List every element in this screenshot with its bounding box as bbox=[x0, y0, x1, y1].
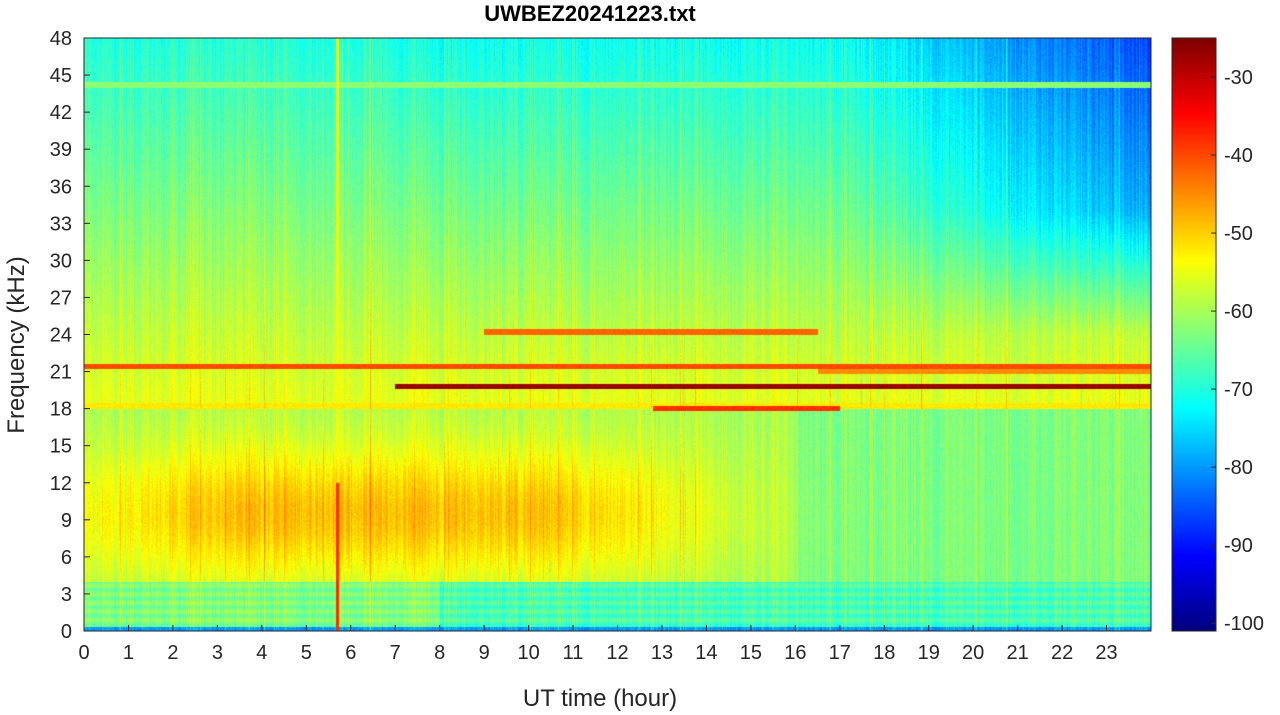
x-tick-label: 9 bbox=[479, 642, 490, 664]
x-tick-label: 23 bbox=[1095, 642, 1117, 664]
x-tick-label: 12 bbox=[606, 642, 628, 664]
colorbar-gradient bbox=[1172, 38, 1216, 631]
x-tick-label: 22 bbox=[1051, 642, 1073, 664]
x-tick-label: 11 bbox=[563, 642, 584, 664]
colorbar-tick-label: -40 bbox=[1224, 145, 1253, 167]
x-tick-label: 13 bbox=[651, 642, 673, 664]
x-tick-label: 0 bbox=[78, 642, 89, 664]
colorbar-tick-label: -100 bbox=[1224, 613, 1264, 635]
x-tick-label: 10 bbox=[517, 642, 539, 664]
x-tick-label: 15 bbox=[740, 642, 762, 664]
x-axis-label: UT time (hour) bbox=[523, 685, 677, 712]
y-tick-label: 42 bbox=[50, 102, 72, 124]
x-tick-label: 7 bbox=[390, 642, 401, 664]
x-tick-label: 3 bbox=[212, 642, 223, 664]
y-tick-label: 45 bbox=[50, 65, 72, 87]
x-tick-label: 2 bbox=[167, 642, 178, 664]
x-tick-label: 18 bbox=[873, 642, 895, 664]
spectrogram-image bbox=[84, 38, 1151, 631]
x-tick-label: 19 bbox=[918, 642, 940, 664]
y-axis-label: Frequency (kHz) bbox=[3, 256, 30, 433]
x-axis: 0 1 2 3 4 5 6 7 8 9 10 11 12 13 14 15 16 17 18 19 20 21 22 23 bbox=[78, 625, 1118, 664]
y-tick-label: 39 bbox=[50, 139, 72, 161]
y-tick-label: 27 bbox=[50, 287, 72, 309]
colorbar-tick-label: -30 bbox=[1224, 67, 1253, 89]
y-tick-label: 21 bbox=[50, 362, 72, 384]
y-tick-label: 9 bbox=[61, 510, 72, 532]
y-tick-label: 6 bbox=[61, 547, 72, 569]
x-tick-label: 14 bbox=[695, 642, 717, 664]
colorbar-tick-label: -90 bbox=[1224, 535, 1253, 557]
y-tick-label: 36 bbox=[50, 176, 72, 198]
x-tick-label: 17 bbox=[829, 642, 851, 664]
x-tick-label: 20 bbox=[962, 642, 984, 664]
y-tick-label: 0 bbox=[61, 621, 72, 643]
chart-title: UWBEZ20241223.txt bbox=[484, 1, 696, 26]
colorbar-frame bbox=[1171, 37, 1217, 632]
y-tick-label: 24 bbox=[50, 325, 72, 347]
y-tick-label: 30 bbox=[50, 250, 72, 272]
colorbar bbox=[1171, 37, 1217, 632]
colorbar-tick-label: -70 bbox=[1224, 379, 1253, 401]
colorbar-tick-label: -60 bbox=[1224, 301, 1253, 323]
colorbar-tick-label: -50 bbox=[1224, 223, 1253, 245]
plot-area bbox=[83, 37, 1152, 632]
colorbar-ticks: -100 -90 -80 -70 -60 -50 -40 -30 bbox=[1211, 67, 1264, 635]
x-tick-label: 16 bbox=[784, 642, 806, 664]
y-tick-label: 15 bbox=[50, 436, 72, 458]
y-tick-label: 48 bbox=[50, 28, 72, 50]
x-tick-label: 1 bbox=[123, 642, 134, 664]
y-tick-label: 3 bbox=[61, 584, 72, 606]
colorbar-tick-label: -80 bbox=[1224, 457, 1253, 479]
x-tick-label: 4 bbox=[256, 642, 267, 664]
y-tick-label: 33 bbox=[50, 213, 72, 235]
y-tick-label: 12 bbox=[50, 473, 72, 495]
x-tick-label: 6 bbox=[345, 642, 356, 664]
y-tick-label: 18 bbox=[50, 399, 72, 421]
x-tick-label: 8 bbox=[434, 642, 445, 664]
x-tick-label: 21 bbox=[1007, 642, 1029, 664]
x-tick-label: 5 bbox=[301, 642, 312, 664]
